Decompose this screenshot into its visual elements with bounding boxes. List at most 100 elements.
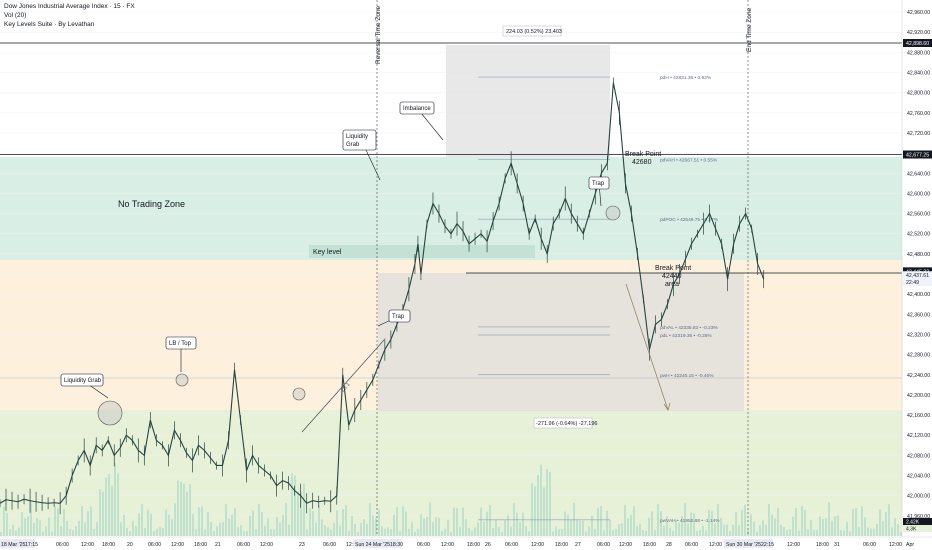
volume-bar-480 xyxy=(480,507,482,536)
volume-bar-201 xyxy=(201,506,203,536)
break-point-1-value: 42680 xyxy=(632,159,652,166)
volume-bar-873 xyxy=(873,528,875,536)
volume-bar-702 xyxy=(702,525,704,536)
volume-bar-45 xyxy=(45,526,47,536)
volume-bar-129 xyxy=(129,531,131,536)
x-tick-label-4: 18:00 xyxy=(102,542,115,548)
volume-bar-231 xyxy=(231,514,233,536)
x-tick-highlight-15 xyxy=(353,539,402,548)
volume-bar-279 xyxy=(279,522,281,536)
x-tick-label-7: 12:00 xyxy=(171,542,184,548)
volume-bar-516 xyxy=(516,512,518,536)
volume-bar-294 xyxy=(294,475,296,536)
volume-bar-96 xyxy=(96,521,98,536)
volume-bar-513 xyxy=(513,503,515,536)
measure-box-top xyxy=(446,45,610,157)
volume-bar-561 xyxy=(561,529,563,536)
highlight-circle-3 xyxy=(605,205,621,221)
volume-bar-27 xyxy=(27,516,29,536)
x-tick-label-23: 18:00 xyxy=(555,542,568,548)
trendline xyxy=(301,339,385,433)
volume-bar-510 xyxy=(510,526,512,536)
y-tick-label-9: 42,600.00 xyxy=(907,191,930,197)
callout-box-0 xyxy=(60,373,104,387)
level-label-6: pwVAH • 41952.88 • -1.14% xyxy=(660,518,720,524)
chart-title: Dow Jones Industrial Average Index · 15 … xyxy=(4,3,135,10)
volume-bar-504 xyxy=(504,519,506,536)
volume-bar-39 xyxy=(39,520,41,536)
callout-box-4 xyxy=(388,309,411,323)
volume-bar-381 xyxy=(381,526,383,536)
price-badge-1: 42,677.25 xyxy=(906,153,929,159)
volume-bar-159 xyxy=(159,527,161,536)
volume-bar-639 xyxy=(639,523,641,536)
volume-bar-552 xyxy=(552,531,554,536)
volume-bar-189 xyxy=(189,484,191,536)
volume-bar-720 xyxy=(720,517,722,536)
volume-bar-306 xyxy=(306,529,308,536)
volume-bar-843 xyxy=(843,530,845,536)
x-tick-label-29: 06:00 xyxy=(685,542,698,548)
volume-bar-48 xyxy=(48,517,50,536)
volume-bar-453 xyxy=(453,507,455,536)
volume-bar-603 xyxy=(603,530,605,536)
volume-bar-591 xyxy=(591,515,593,536)
volume-bar-213 xyxy=(213,530,215,536)
volume-bar-726 xyxy=(726,524,728,536)
volume-bar-372 xyxy=(372,515,374,536)
volume-bar-345 xyxy=(345,505,347,536)
x-tick-label-25: 06:00 xyxy=(597,542,610,548)
highlight-circle-2 xyxy=(292,387,306,401)
callout-box-5 xyxy=(588,176,610,190)
volume-bar-657 xyxy=(657,504,659,536)
volume-indicator-label[interactable]: Vol (20) xyxy=(4,12,27,19)
price-badge-3: 42,437.61 xyxy=(906,273,929,279)
x-tick-label-34: 12:00 xyxy=(787,542,800,548)
volume-bar-156 xyxy=(156,528,158,536)
volume-bar-627 xyxy=(627,518,629,536)
y-tick-label-22: 42,080.00 xyxy=(907,453,930,459)
level-label-0: pdH • 42831.35 • 0.93% xyxy=(660,75,712,81)
volume-bar-786 xyxy=(786,530,788,536)
volume-bar-441 xyxy=(441,530,443,536)
trendline-label: LB 1 xyxy=(340,382,352,394)
bottom-green-zone xyxy=(0,410,902,536)
break-point-2-suffix: area xyxy=(665,281,679,288)
x-tick-label-37: 06:00 xyxy=(863,542,876,548)
volume-bar-675 xyxy=(675,519,677,536)
volume-bar-267 xyxy=(267,518,269,536)
vol-badge-bg-0 xyxy=(903,518,932,525)
volume-bar-714 xyxy=(714,523,716,536)
volume-bar-108 xyxy=(108,474,110,536)
volume-bar-102 xyxy=(102,491,104,536)
volume-bar-519 xyxy=(519,522,521,536)
volume-bar-825 xyxy=(825,518,827,536)
y-tick-label-3: 42,840.00 xyxy=(907,71,930,77)
volume-bar-483 xyxy=(483,521,485,536)
volume-bar-486 xyxy=(486,511,488,536)
volume-bar-54 xyxy=(54,506,56,536)
y-tick-label-25: 41,960.00 xyxy=(907,514,930,520)
volume-bar-183 xyxy=(183,483,185,536)
key-level-label: Key level xyxy=(313,249,342,256)
volume-bar-762 xyxy=(762,520,764,536)
volume-bar-72 xyxy=(72,530,74,536)
x-tick-label-21: 06:00 xyxy=(505,542,518,548)
volume-bar-468 xyxy=(468,528,470,536)
volume-bar-186 xyxy=(186,491,188,536)
volume-bar-255 xyxy=(255,529,257,536)
volume-bar-363 xyxy=(363,519,365,536)
volume-bar-597 xyxy=(597,508,599,536)
volume-bar-588 xyxy=(588,526,590,536)
level-label-4: pdL • 42319.35 • -0.28% xyxy=(660,333,712,339)
volume-bar-900 xyxy=(900,531,902,536)
volume-bar-654 xyxy=(654,529,656,536)
volume-bar-87 xyxy=(87,511,89,536)
volume-bar-327 xyxy=(327,527,329,536)
vol-badge-1: 4.3K xyxy=(906,527,917,533)
volume-bar-855 xyxy=(855,508,857,536)
volume-bar-417 xyxy=(417,528,419,536)
key-levels-indicator-label[interactable]: Key Levels Suite · By Levathan xyxy=(4,21,95,28)
volume-bar-330 xyxy=(330,529,332,536)
